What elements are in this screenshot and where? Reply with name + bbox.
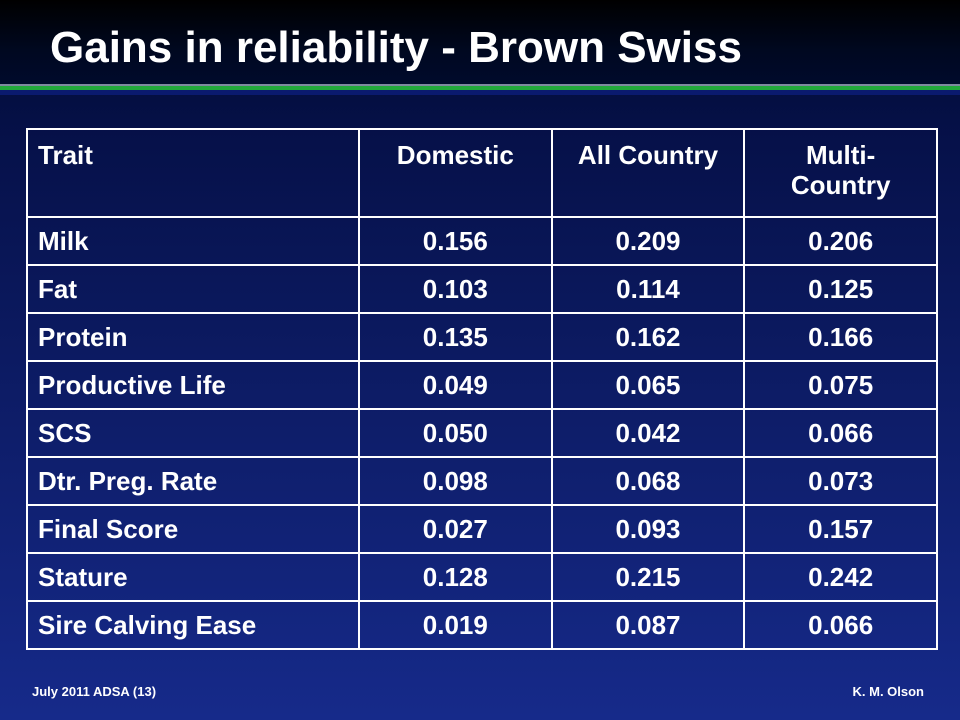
cell-trait: Stature	[26, 552, 360, 602]
table-row: Final Score 0.027 0.093 0.157	[26, 504, 938, 554]
cell-trait: Protein	[26, 312, 360, 362]
header-multi-country: Multi- Country	[743, 128, 938, 218]
cell-trait: Milk	[26, 216, 360, 266]
footer-date-source: July 2011 ADSA (13)	[32, 684, 157, 699]
header-trait: Trait	[26, 128, 360, 218]
cell-multi-country: 0.206	[743, 216, 938, 266]
cell-trait: Fat	[26, 264, 360, 314]
title-band	[0, 0, 960, 84]
table-row: Milk 0.156 0.209 0.206	[26, 216, 938, 266]
cell-domestic: 0.050	[358, 408, 553, 458]
cell-multi-country: 0.125	[743, 264, 938, 314]
header-domestic: Domestic	[358, 128, 553, 218]
footer-author: K. M. Olson	[852, 684, 925, 699]
cell-trait: Productive Life	[26, 360, 360, 410]
reliability-table: Trait Domestic All Country Multi- Countr…	[26, 128, 938, 650]
cell-domestic: 0.128	[358, 552, 553, 602]
table-row: Fat 0.103 0.114 0.125	[26, 264, 938, 314]
table-row: Productive Life 0.049 0.065 0.075	[26, 360, 938, 410]
header-all-country: All Country	[550, 128, 746, 218]
cell-trait: Dtr. Preg. Rate	[26, 456, 360, 506]
cell-multi-country: 0.166	[743, 312, 938, 362]
cell-all-country: 0.093	[550, 504, 746, 554]
cell-trait: SCS	[26, 408, 360, 458]
table-row: Sire Calving Ease 0.019 0.087 0.066	[26, 600, 938, 650]
cell-domestic: 0.156	[358, 216, 553, 266]
cell-multi-country: 0.066	[743, 408, 938, 458]
cell-all-country: 0.042	[550, 408, 746, 458]
cell-trait: Final Score	[26, 504, 360, 554]
cell-domestic: 0.019	[358, 600, 553, 650]
title-rule-blue	[0, 90, 960, 95]
cell-multi-country: 0.073	[743, 456, 938, 506]
cell-all-country: 0.114	[550, 264, 746, 314]
title-rule-green	[0, 86, 960, 90]
cell-domestic: 0.027	[358, 504, 553, 554]
cell-multi-country: 0.242	[743, 552, 938, 602]
table-row: Dtr. Preg. Rate 0.098 0.068 0.073	[26, 456, 938, 506]
cell-domestic: 0.103	[358, 264, 553, 314]
table-row: Stature 0.128 0.215 0.242	[26, 552, 938, 602]
cell-domestic: 0.098	[358, 456, 553, 506]
table-header-row: Trait Domestic All Country Multi- Countr…	[26, 128, 938, 218]
cell-all-country: 0.068	[550, 456, 746, 506]
cell-all-country: 0.065	[550, 360, 746, 410]
title-rule-gray	[0, 84, 960, 86]
cell-all-country: 0.209	[550, 216, 746, 266]
cell-multi-country: 0.075	[743, 360, 938, 410]
cell-trait: Sire Calving Ease	[26, 600, 360, 650]
slide-title: Gains in reliability - Brown Swiss	[50, 23, 742, 72]
table-row: Protein 0.135 0.162 0.166	[26, 312, 938, 362]
cell-multi-country: 0.066	[743, 600, 938, 650]
cell-multi-country: 0.157	[743, 504, 938, 554]
cell-all-country: 0.162	[550, 312, 746, 362]
cell-domestic: 0.135	[358, 312, 553, 362]
cell-all-country: 0.215	[550, 552, 746, 602]
cell-domestic: 0.049	[358, 360, 553, 410]
table-row: SCS 0.050 0.042 0.066	[26, 408, 938, 458]
cell-all-country: 0.087	[550, 600, 746, 650]
